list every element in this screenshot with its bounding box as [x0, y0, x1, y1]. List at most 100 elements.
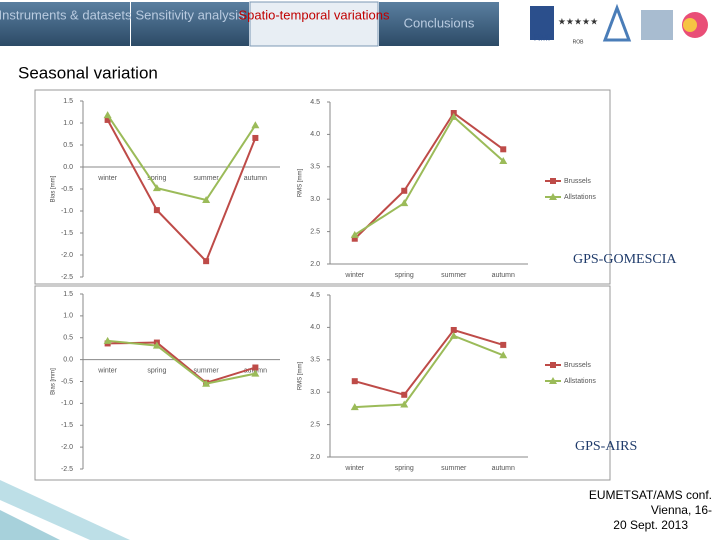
series-line — [354, 334, 504, 409]
x-tick-label: winter — [97, 175, 117, 182]
logo-label: RMI — [534, 32, 551, 42]
y-tick-label: 2.0 — [310, 454, 320, 461]
stripes — [0, 480, 130, 540]
marker — [550, 362, 556, 368]
chart-frame — [34, 89, 611, 285]
y-tick-label: 3.0 — [310, 196, 320, 203]
x-tick-label: summer — [441, 465, 467, 472]
y-tick-label: -1.0 — [61, 208, 73, 215]
x-tick-label: spring — [395, 465, 414, 472]
tab-active[interactable] — [249, 1, 379, 47]
tab-label[interactable]: Spatio-temporal variations — [238, 7, 390, 22]
y-tick-label: 2.5 — [310, 228, 320, 235]
tab[interactable] — [379, 2, 499, 46]
marker — [500, 341, 507, 348]
marker — [401, 391, 408, 398]
logo-label: ROB — [573, 39, 585, 45]
marker — [153, 207, 160, 214]
y-tick-label: 4.5 — [310, 292, 320, 299]
legend-label: Brussels — [564, 362, 591, 369]
tab[interactable] — [0, 2, 130, 46]
y-tick-label: 0.5 — [63, 142, 73, 149]
marker — [400, 199, 409, 207]
x-tick-label: autumn — [492, 465, 515, 472]
tab-label[interactable]: Conclusions — [404, 15, 475, 30]
y-axis-label: Bias [mm] — [51, 175, 57, 202]
marker — [401, 187, 408, 194]
marker — [499, 351, 508, 359]
logos: RMI ★★★★★ ROB — [530, 3, 708, 45]
y-tick-label: 4.0 — [310, 324, 320, 331]
chart: 4.5 4.0 3.5 3.0 2.5 2.0 winter spring summer autu… — [298, 99, 597, 279]
y-tick-label: -2.5 — [61, 466, 73, 473]
y-tick-label: -1.0 — [61, 400, 73, 407]
marker — [549, 193, 557, 200]
panel-label: GPS-AIRS — [575, 439, 637, 454]
marker — [152, 341, 161, 349]
logo — [683, 18, 697, 32]
y-axis-label: Bias [mm] — [51, 368, 57, 395]
marker — [450, 326, 457, 333]
legend-label: Allstations — [564, 194, 596, 201]
marker — [202, 196, 211, 203]
y-tick-label: 3.5 — [310, 164, 320, 171]
series-line — [354, 111, 504, 240]
x-tick-label: autumn — [492, 272, 515, 279]
nav: Instruments & datasets Sensitivity analy… — [0, 1, 499, 47]
footer: 20 Sept. 2013 — [613, 518, 688, 532]
y-axis-label: RMS [mm] — [298, 169, 304, 198]
x-tick-label: winter — [344, 272, 364, 279]
y-tick-label: 1.0 — [63, 313, 73, 320]
y-tick-label: 1.0 — [63, 120, 73, 127]
y-tick-label: 0.0 — [63, 164, 73, 171]
marker — [252, 364, 259, 371]
x-tick-label: autumn — [244, 175, 267, 182]
chart: 1.5 1.0 0.5 0.0 -0.5 -1.0 -1.5 -2.0 -2.5 winter sp… — [51, 98, 280, 281]
marker — [449, 112, 458, 120]
marker — [104, 116, 111, 123]
panel-label: GPS-GOMESCIA — [573, 252, 677, 267]
series-line — [106, 114, 257, 202]
marker — [449, 331, 458, 339]
y-tick-label: 3.0 — [310, 389, 320, 396]
marker — [500, 146, 507, 153]
y-tick-label: -1.5 — [61, 422, 73, 429]
y-tick-label: 0.0 — [63, 356, 73, 363]
y-tick-label: 4.0 — [310, 131, 320, 138]
chart-frame — [34, 285, 611, 481]
marker — [103, 111, 112, 119]
x-tick-label: winter — [97, 367, 117, 374]
x-tick-label: spring — [147, 175, 166, 182]
x-tick-label: spring — [395, 272, 414, 279]
tab[interactable] — [131, 2, 249, 46]
logo — [602, 3, 632, 42]
y-tick-label: -0.5 — [61, 378, 73, 385]
x-tick-label: winter — [344, 465, 364, 472]
legend-label: Allstations — [564, 378, 596, 385]
marker — [550, 178, 556, 184]
marker — [103, 336, 112, 344]
y-tick-label: -2.0 — [61, 444, 73, 451]
marker — [351, 378, 358, 385]
chart: 1.5 1.0 0.5 0.0 -0.5 -1.0 -1.5 -2.0 -2.5 winter sp… — [51, 291, 280, 473]
x-tick-label: summer — [441, 272, 467, 279]
y-tick-label: -1.5 — [61, 230, 73, 237]
y-tick-label: 1.5 — [63, 291, 73, 298]
series-line — [354, 115, 504, 236]
y-tick-label: 4.5 — [310, 99, 320, 106]
x-tick-label: summer — [193, 367, 219, 374]
y-tick-label: -2.5 — [61, 274, 73, 281]
y-tick-label: -2.0 — [61, 252, 73, 259]
marker — [202, 379, 211, 387]
marker — [400, 400, 409, 408]
marker — [499, 156, 508, 164]
marker — [251, 369, 260, 377]
heading: Seasonal variation — [18, 63, 158, 82]
tab-label[interactable]: Sensitivity analysis — [135, 7, 245, 22]
tab-label[interactable]: Instruments & datasets — [0, 7, 132, 22]
logo — [530, 6, 554, 40]
marker — [350, 403, 359, 411]
logo — [641, 10, 673, 40]
